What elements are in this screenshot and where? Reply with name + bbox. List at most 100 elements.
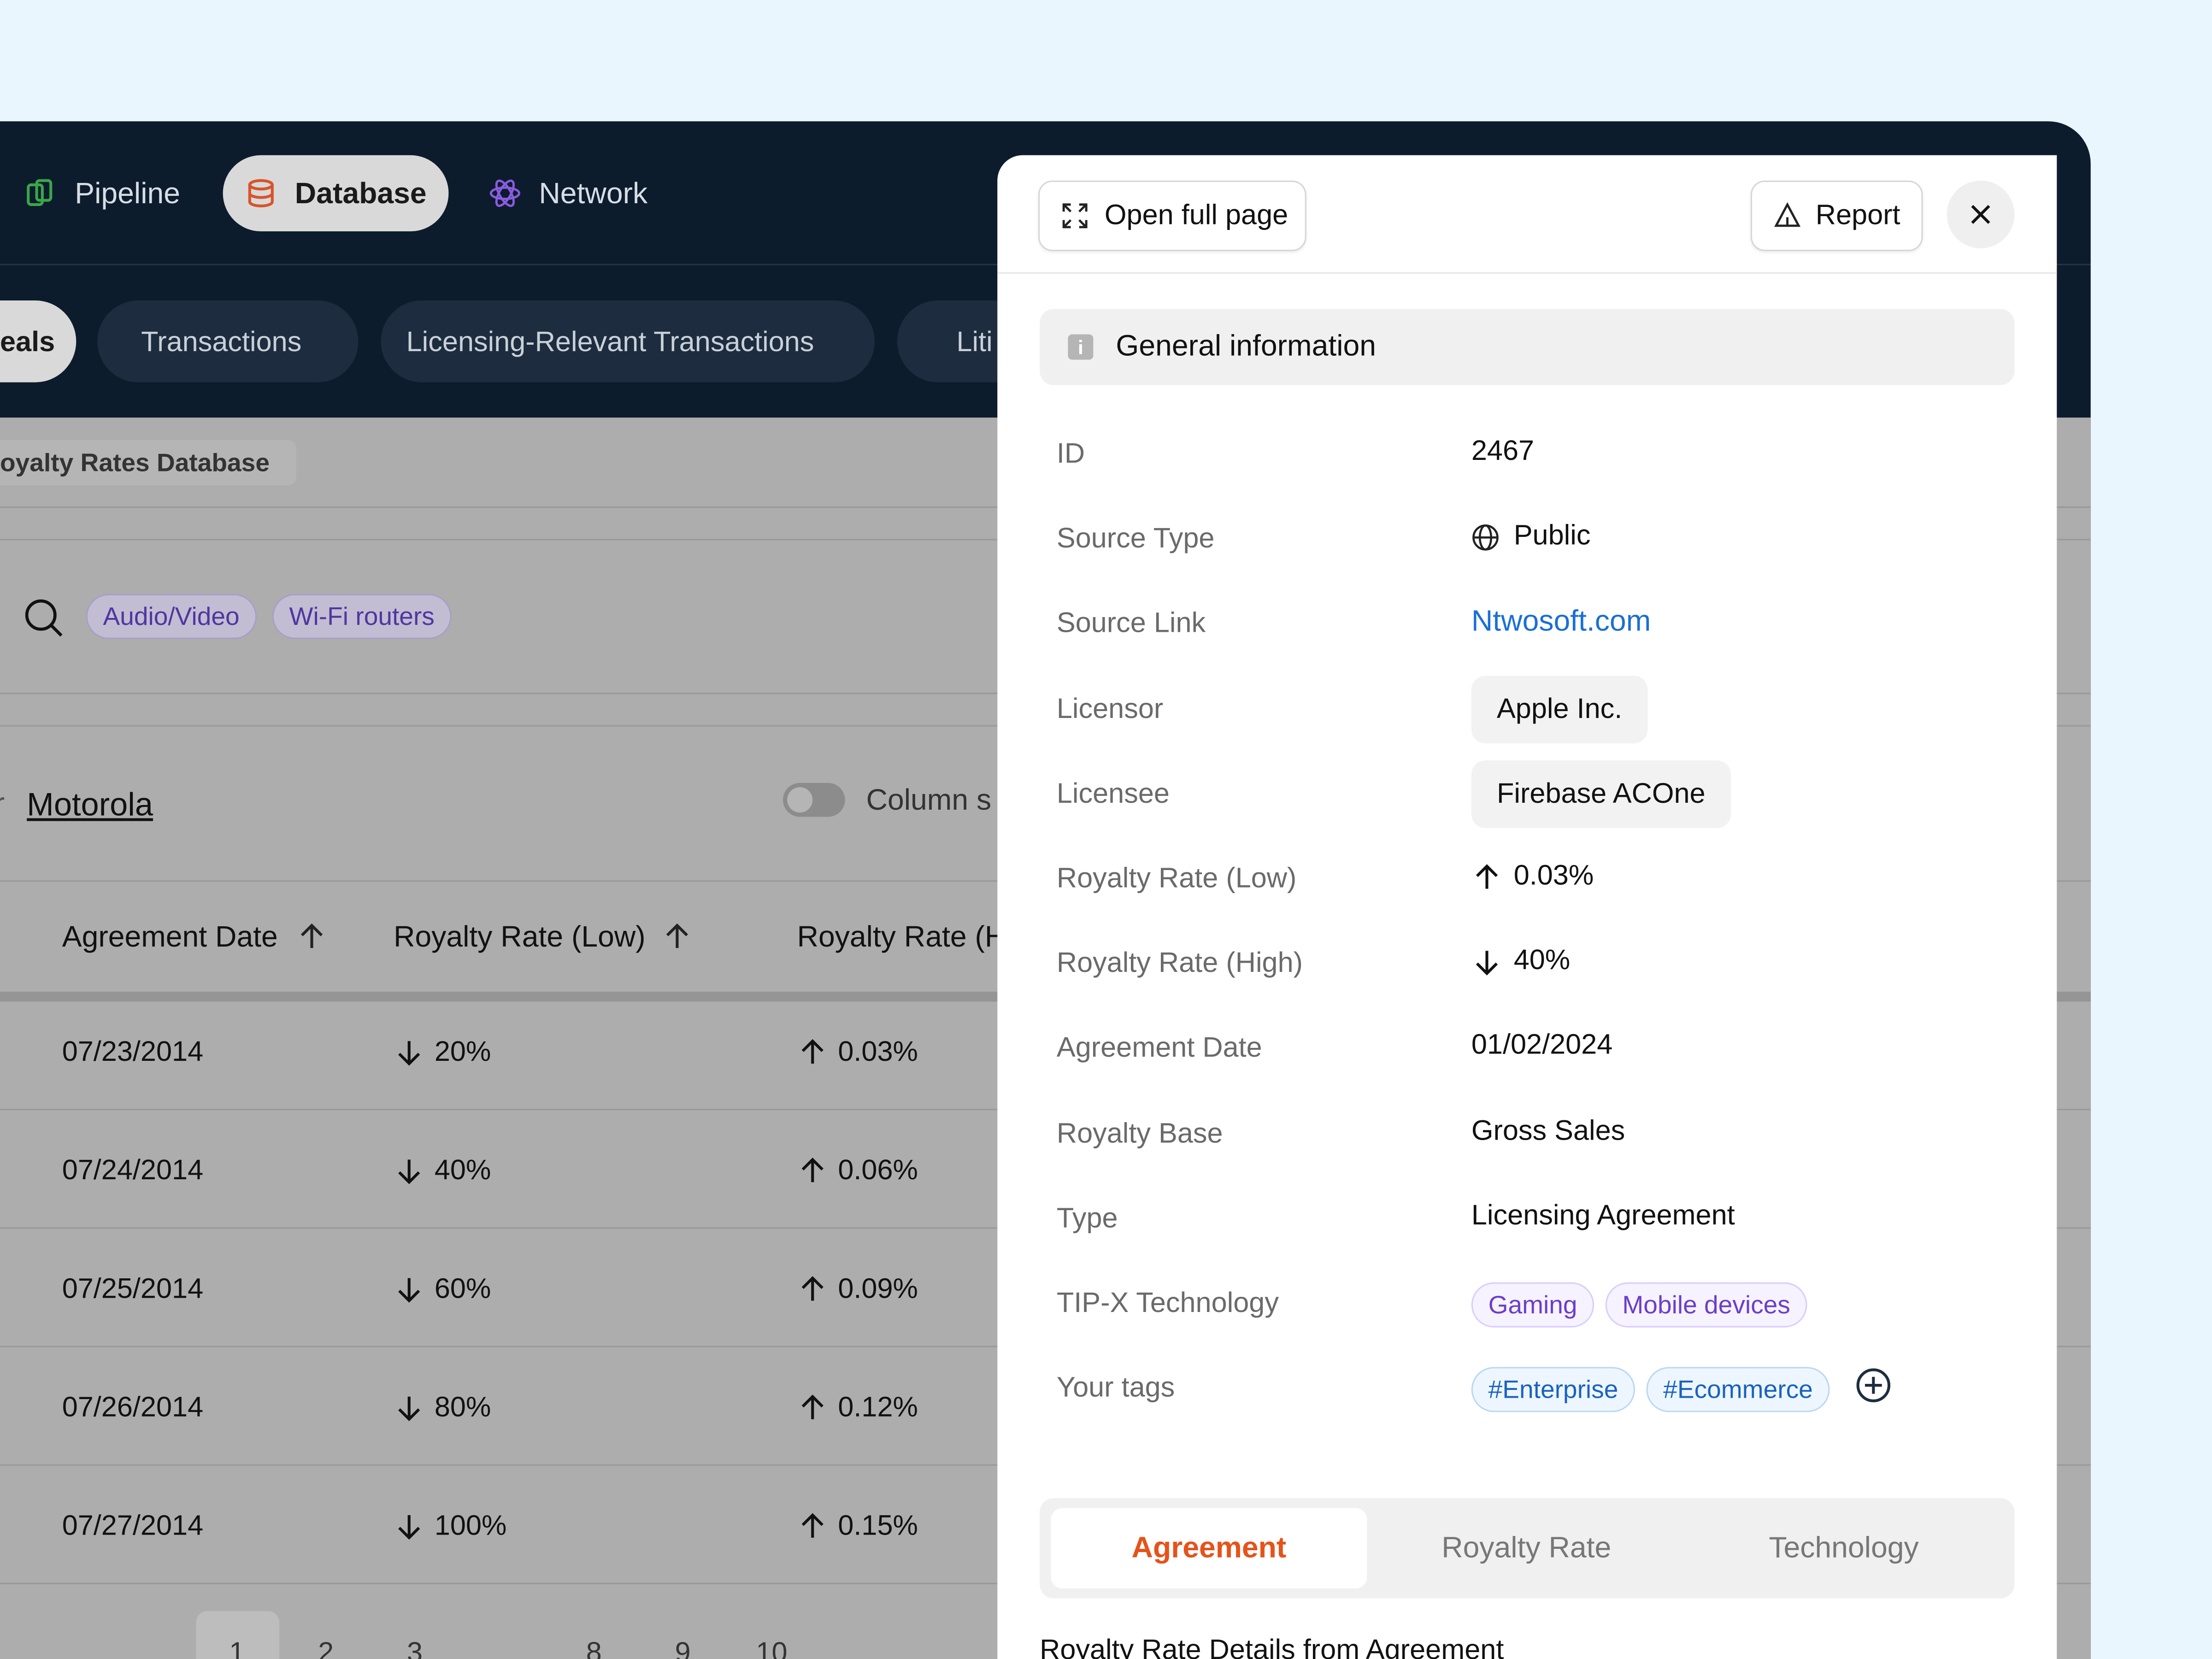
network-icon — [489, 179, 520, 207]
toggle[interactable] — [782, 782, 845, 817]
tab-label[interactable]: Licensing-Relevant Transactions — [406, 327, 814, 359]
table-cell: 0.06% — [838, 1155, 918, 1187]
field-label: Royalty Rate (Low) — [1056, 863, 1297, 894]
user-tag[interactable]: #Enterprise — [1471, 1367, 1635, 1412]
tab-active[interactable] — [1051, 1508, 1367, 1588]
table-cell: 40% — [434, 1155, 491, 1187]
field-label: Your tags — [1056, 1373, 1175, 1404]
field-label: TIP-X Technology — [1056, 1288, 1279, 1319]
tab-label[interactable]: Liti — [956, 327, 993, 359]
divider — [997, 272, 2057, 274]
field-value: 2467 — [1471, 435, 1535, 467]
page-number[interactable]: 1 — [229, 1638, 245, 1659]
field-chip: Firebase ACOne — [1471, 760, 1731, 828]
field-label: ID — [1056, 439, 1085, 470]
field-label: Royalty Base — [1056, 1118, 1223, 1149]
subheading: Royalty Rate Details from Agreement — [1040, 1635, 1504, 1659]
nav-item[interactable]: Database — [294, 177, 427, 211]
nav-item[interactable]: Network — [539, 177, 648, 211]
tab-label[interactable]: Technology — [1769, 1532, 1919, 1565]
table-cell: 0.03% — [838, 1036, 918, 1068]
breadcrumb: oyalty Rates Database — [0, 448, 270, 477]
trend-up-icon — [1476, 864, 1498, 889]
field-label: Agreement Date — [1056, 1033, 1262, 1065]
trend-down-icon — [398, 1515, 420, 1540]
column-header[interactable]: Royalty Rate (H — [797, 921, 1006, 954]
section-title: General information — [1116, 330, 1377, 363]
company-link[interactable]: Motorola — [27, 786, 153, 823]
button-label[interactable]: Open full page — [1104, 200, 1288, 232]
page-number[interactable]: 10 — [756, 1638, 788, 1659]
context-prefix: r — [0, 786, 5, 823]
table-cell: 80% — [434, 1392, 491, 1424]
trend-down-icon — [398, 1159, 420, 1184]
tab-active[interactable] — [0, 300, 76, 382]
tab-label[interactable]: Agreement — [1131, 1532, 1287, 1565]
table-cell: 07/26/2014 — [62, 1392, 204, 1424]
user-tag[interactable]: #Ecommerce — [1646, 1367, 1830, 1412]
column-header[interactable]: Royalty Rate (Low) — [394, 921, 646, 954]
filter-chip[interactable]: Wi-Fi routers — [272, 594, 452, 639]
column-settings[interactable]: Column s — [866, 784, 992, 817]
globe-icon — [1471, 524, 1500, 552]
trend-up-icon — [300, 923, 323, 948]
field-value: Gross Sales — [1471, 1115, 1625, 1147]
pipeline-icon — [27, 179, 53, 206]
database-icon — [248, 179, 274, 207]
field-value: 40% — [1513, 945, 1571, 977]
table-cell: 07/24/2014 — [62, 1155, 204, 1187]
search-icon[interactable] — [23, 597, 65, 639]
open-full-page-button[interactable]: Open full page — [1038, 180, 1306, 251]
add-tag-button[interactable] — [1855, 1367, 1892, 1404]
table-cell: 20% — [434, 1036, 491, 1068]
panel-tabs: Agreement Royalty Rate Technology — [1040, 1498, 2015, 1599]
page-number[interactable]: 8 — [586, 1638, 602, 1659]
field-label: Source Type — [1056, 524, 1215, 555]
trend-down-icon — [1476, 951, 1498, 976]
table-cell: 0.09% — [838, 1274, 918, 1305]
tab-label[interactable]: eals — [0, 327, 55, 359]
trend-down-icon — [398, 1278, 420, 1303]
page-number[interactable]: 3 — [406, 1638, 423, 1659]
page-active[interactable] — [196, 1611, 280, 1659]
table-cell: 100% — [434, 1511, 507, 1542]
table-cell: 07/25/2014 — [62, 1274, 204, 1305]
field-label: Licensor — [1056, 693, 1164, 725]
tab[interactable] — [97, 300, 359, 382]
section-header: General information — [1040, 309, 2015, 385]
trend-up-icon — [801, 1394, 824, 1419]
tab[interactable] — [381, 300, 875, 382]
field-label: Royalty Rate (High) — [1056, 948, 1303, 980]
source-link[interactable]: Ntwosoft.com — [1471, 606, 1651, 638]
breadcrumb-bg — [0, 440, 296, 486]
button-label[interactable]: Report — [1815, 200, 1900, 232]
filter-chip[interactable]: Audio/Video — [86, 594, 257, 639]
trend-up-icon — [801, 1157, 824, 1182]
nav-active-pill[interactable] — [223, 155, 449, 232]
table-cell: 07/27/2014 — [62, 1511, 204, 1542]
detail-panel: Open full page Report General informatio… — [997, 155, 2057, 1659]
column-header[interactable]: Agreement Date — [62, 921, 278, 954]
trend-up-icon — [801, 1513, 824, 1538]
technology-tag[interactable]: Gaming — [1471, 1282, 1594, 1328]
field-label: Licensee — [1056, 778, 1170, 810]
page-number[interactable]: 9 — [675, 1638, 691, 1659]
field-label: Type — [1056, 1203, 1118, 1234]
trend-down-icon — [398, 1041, 420, 1066]
table-cell: 0.15% — [838, 1511, 918, 1542]
nav-item[interactable]: Pipeline — [75, 177, 181, 211]
close-button[interactable] — [1947, 180, 2015, 248]
page-number[interactable]: 2 — [318, 1638, 334, 1659]
field-value: Licensing Agreement — [1471, 1200, 1735, 1231]
trend-down-icon — [398, 1396, 420, 1421]
trend-up-icon — [801, 1276, 824, 1301]
technology-tag[interactable]: Mobile devices — [1605, 1282, 1807, 1328]
field-label: Source Link — [1056, 608, 1206, 640]
tab-label[interactable]: Transactions — [141, 327, 302, 359]
tab-label[interactable]: Royalty Rate — [1441, 1532, 1612, 1565]
trend-up-icon — [801, 1039, 824, 1064]
field-value: 01/02/2024 — [1471, 1030, 1613, 1062]
report-button[interactable]: Report — [1750, 180, 1923, 251]
